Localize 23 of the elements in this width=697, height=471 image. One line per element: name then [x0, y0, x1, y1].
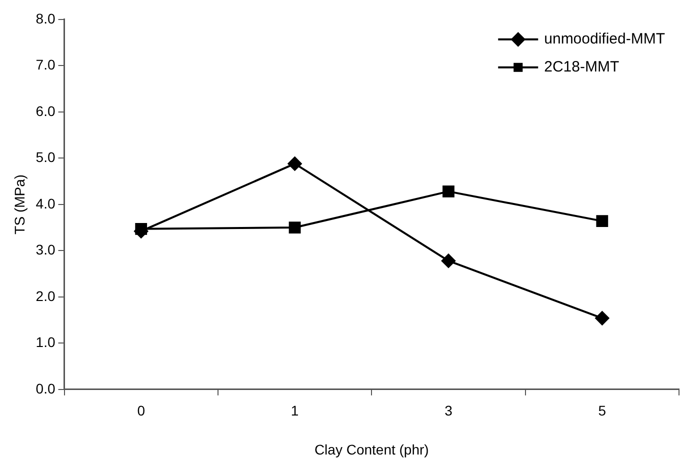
y-tick-label: 8.0 — [36, 10, 56, 26]
y-tick-label: 5.0 — [36, 149, 56, 166]
y-tick-label: 6.0 — [36, 102, 56, 119]
y-axis-title: TS (MPa) — [11, 174, 28, 234]
legend-label: unmoodified-MMT — [544, 30, 666, 48]
y-tick-label: 2.0 — [36, 288, 56, 304]
x-tick-label: 3 — [444, 402, 453, 419]
y-tick-label: 0.0 — [36, 380, 56, 396]
point — [441, 254, 456, 268]
point — [596, 215, 608, 227]
legend-label: 2C18-MMT — [544, 58, 620, 76]
y-tick-label: 7.0 — [36, 56, 56, 73]
y-tick-label: 4.0 — [36, 195, 56, 212]
x-tick-label: 5 — [598, 402, 606, 419]
x-tick-label: 0 — [137, 402, 146, 419]
point — [442, 186, 454, 198]
x-tick-label: 1 — [290, 402, 299, 419]
point — [288, 222, 301, 234]
point — [595, 311, 610, 326]
y-tick-label: 1.0 — [36, 334, 56, 350]
y-tick-label: 3.0 — [36, 242, 56, 258]
x-axis-title: Clay Content (phr) — [314, 441, 429, 458]
point — [288, 156, 302, 171]
